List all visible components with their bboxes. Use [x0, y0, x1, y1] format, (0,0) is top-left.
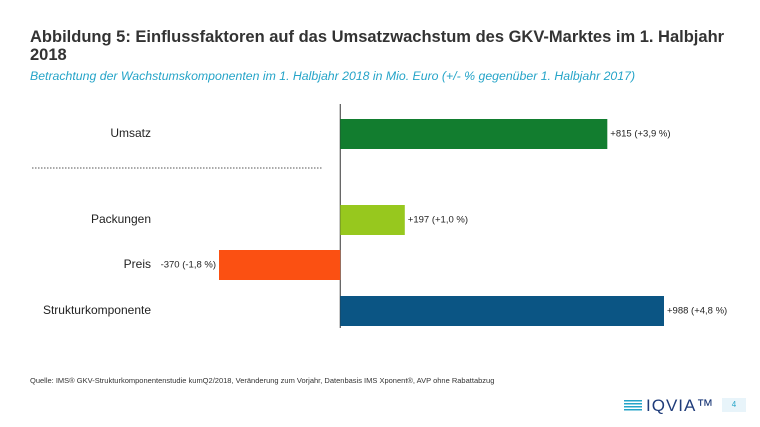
chart-subtitle: Betrachtung der Wachstumskomponenten im … — [30, 69, 636, 83]
category-label: Umsatz — [110, 126, 151, 140]
category-label: Preis — [124, 257, 151, 271]
category-label: Strukturkomponente — [43, 303, 151, 317]
value-label: +197 (+1,0 %) — [408, 215, 468, 226]
category-label: Packungen — [91, 212, 151, 226]
bar — [340, 205, 405, 235]
bar — [219, 250, 341, 280]
page-number: 4 — [722, 398, 746, 412]
bar — [340, 119, 608, 149]
chart-title: Abbildung 5: Einflussfaktoren auf das Um… — [30, 28, 725, 64]
logo: IQVIA™ — [646, 396, 715, 415]
value-label: +815 (+3,9 %) — [610, 129, 670, 140]
source-note: Quelle: IMS® GKV-Strukturkomponentenstud… — [30, 376, 495, 385]
value-label: +988 (+4,8 %) — [667, 306, 727, 317]
logo-icon — [624, 400, 642, 411]
value-label: -370 (-1,8 %) — [161, 260, 216, 271]
bar — [340, 296, 664, 326]
